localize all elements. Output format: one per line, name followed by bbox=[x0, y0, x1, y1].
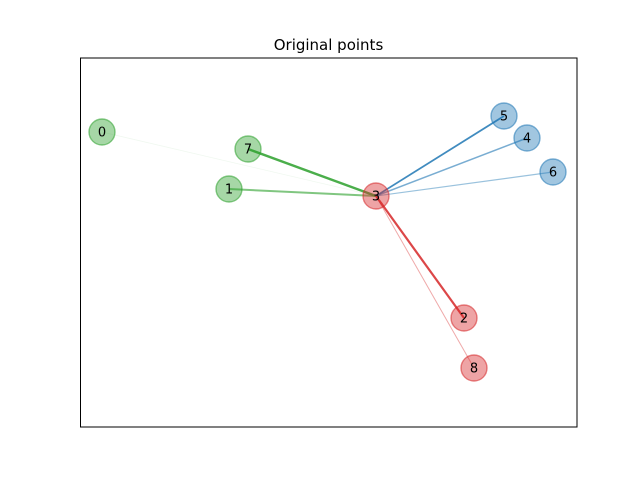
node-label: 2 bbox=[460, 312, 468, 327]
node-circle bbox=[234, 135, 262, 163]
node-circle bbox=[460, 354, 488, 382]
node-7[interactable]: 7 bbox=[234, 135, 262, 163]
node-label: 0 bbox=[98, 126, 106, 141]
node-label: 4 bbox=[523, 132, 531, 147]
nodes-layer: 0 7 1 3 54 6 2 8 bbox=[88, 102, 567, 382]
node-0[interactable]: 0 bbox=[88, 118, 116, 146]
edge-3-5 bbox=[375, 115, 505, 197]
edge-3-0 bbox=[101, 131, 377, 197]
node-circle bbox=[362, 182, 390, 210]
node-circle bbox=[215, 175, 243, 203]
edge-3-7 bbox=[247, 147, 377, 198]
node-circle bbox=[539, 158, 567, 186]
axes-frame bbox=[80, 57, 578, 428]
edge-3-4 bbox=[375, 137, 528, 197]
node-label: 3 bbox=[372, 190, 380, 205]
plot-title: Original points bbox=[273, 36, 384, 54]
node-label: 8 bbox=[470, 362, 478, 377]
node-5[interactable]: 5 bbox=[490, 102, 518, 130]
node-4[interactable]: 4 bbox=[513, 124, 541, 152]
edge-3-6 bbox=[375, 171, 554, 197]
node-label: 1 bbox=[225, 183, 233, 198]
node-label: 5 bbox=[500, 110, 508, 125]
node-1[interactable]: 1 bbox=[215, 175, 243, 203]
edge-3-1 bbox=[228, 188, 377, 197]
node-6[interactable]: 6 bbox=[539, 158, 567, 186]
node-label: 7 bbox=[244, 143, 252, 158]
node-3[interactable]: 3 bbox=[362, 182, 390, 210]
node-2[interactable]: 2 bbox=[450, 304, 478, 332]
node-label: 6 bbox=[549, 166, 557, 181]
node-8[interactable]: 8 bbox=[460, 354, 488, 382]
edge-3-8 bbox=[375, 195, 475, 369]
node-circle bbox=[490, 102, 518, 130]
edges-layer bbox=[101, 115, 554, 369]
edge-3-2 bbox=[375, 195, 465, 319]
node-circle bbox=[450, 304, 478, 332]
node-circle bbox=[88, 118, 116, 146]
node-circle bbox=[513, 124, 541, 152]
